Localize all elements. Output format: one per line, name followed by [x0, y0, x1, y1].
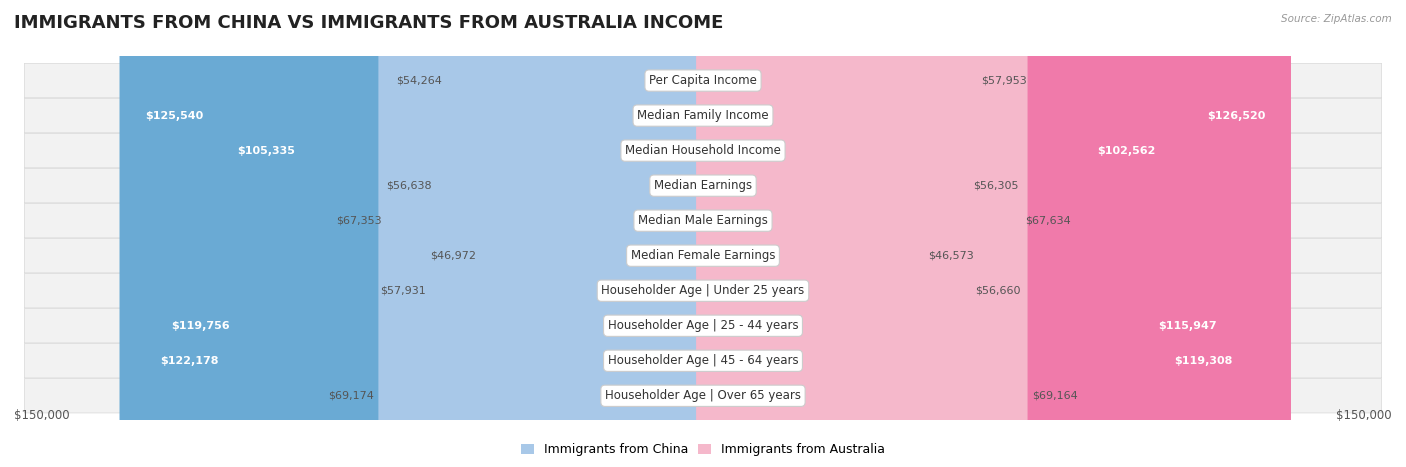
FancyBboxPatch shape [378, 0, 710, 467]
Text: $46,573: $46,573 [928, 251, 974, 261]
Text: $67,353: $67,353 [336, 216, 382, 226]
FancyBboxPatch shape [24, 204, 1382, 238]
FancyBboxPatch shape [24, 239, 1382, 273]
FancyBboxPatch shape [696, 0, 1021, 467]
Text: Median Earnings: Median Earnings [654, 179, 752, 192]
FancyBboxPatch shape [24, 169, 1382, 203]
Text: IMMIGRANTS FROM CHINA VS IMMIGRANTS FROM AUSTRALIA INCOME: IMMIGRANTS FROM CHINA VS IMMIGRANTS FROM… [14, 14, 724, 32]
FancyBboxPatch shape [120, 0, 710, 467]
Text: $115,947: $115,947 [1159, 321, 1218, 331]
FancyBboxPatch shape [430, 0, 710, 467]
Text: $119,756: $119,756 [172, 321, 231, 331]
FancyBboxPatch shape [24, 379, 1382, 413]
Text: Householder Age | 25 - 44 years: Householder Age | 25 - 44 years [607, 319, 799, 332]
Text: $105,335: $105,335 [238, 146, 295, 156]
Text: $69,174: $69,174 [328, 391, 374, 401]
Text: Householder Age | Under 25 years: Householder Age | Under 25 years [602, 284, 804, 297]
Text: $126,520: $126,520 [1208, 111, 1265, 120]
FancyBboxPatch shape [24, 134, 1382, 168]
Text: $150,000: $150,000 [1336, 409, 1392, 422]
Text: Source: ZipAtlas.com: Source: ZipAtlas.com [1281, 14, 1392, 24]
FancyBboxPatch shape [447, 0, 710, 467]
FancyBboxPatch shape [212, 0, 710, 467]
FancyBboxPatch shape [24, 274, 1382, 308]
FancyBboxPatch shape [387, 0, 710, 467]
FancyBboxPatch shape [146, 0, 710, 467]
Text: $150,000: $150,000 [14, 409, 70, 422]
FancyBboxPatch shape [696, 0, 970, 467]
FancyBboxPatch shape [24, 309, 1382, 343]
Text: $57,953: $57,953 [980, 76, 1026, 85]
FancyBboxPatch shape [24, 64, 1382, 98]
Text: $122,178: $122,178 [160, 356, 219, 366]
FancyBboxPatch shape [436, 0, 710, 467]
FancyBboxPatch shape [24, 99, 1382, 133]
Text: $119,308: $119,308 [1174, 356, 1233, 366]
Text: Median Male Earnings: Median Male Earnings [638, 214, 768, 227]
FancyBboxPatch shape [696, 0, 1181, 467]
FancyBboxPatch shape [696, 0, 969, 467]
Text: $102,562: $102,562 [1097, 146, 1156, 156]
Text: Median Female Earnings: Median Female Earnings [631, 249, 775, 262]
FancyBboxPatch shape [135, 0, 710, 467]
Text: $69,164: $69,164 [1032, 391, 1078, 401]
Text: $54,264: $54,264 [396, 76, 443, 85]
FancyBboxPatch shape [696, 0, 1028, 467]
FancyBboxPatch shape [696, 0, 1258, 467]
Legend: Immigrants from China, Immigrants from Australia: Immigrants from China, Immigrants from A… [516, 439, 890, 461]
Text: $57,931: $57,931 [380, 286, 426, 296]
Text: $56,305: $56,305 [973, 181, 1018, 191]
Text: Per Capita Income: Per Capita Income [650, 74, 756, 87]
FancyBboxPatch shape [696, 0, 1243, 467]
Text: $125,540: $125,540 [145, 111, 202, 120]
Text: Median Family Income: Median Family Income [637, 109, 769, 122]
Text: $46,972: $46,972 [430, 251, 475, 261]
Text: Householder Age | 45 - 64 years: Householder Age | 45 - 64 years [607, 354, 799, 367]
Text: $67,634: $67,634 [1025, 216, 1071, 226]
FancyBboxPatch shape [696, 0, 976, 467]
FancyBboxPatch shape [696, 0, 924, 467]
Text: $56,638: $56,638 [385, 181, 432, 191]
FancyBboxPatch shape [481, 0, 710, 467]
Text: Median Household Income: Median Household Income [626, 144, 780, 157]
Text: Householder Age | Over 65 years: Householder Age | Over 65 years [605, 389, 801, 402]
Text: $56,660: $56,660 [974, 286, 1021, 296]
FancyBboxPatch shape [696, 0, 1291, 467]
FancyBboxPatch shape [24, 344, 1382, 378]
